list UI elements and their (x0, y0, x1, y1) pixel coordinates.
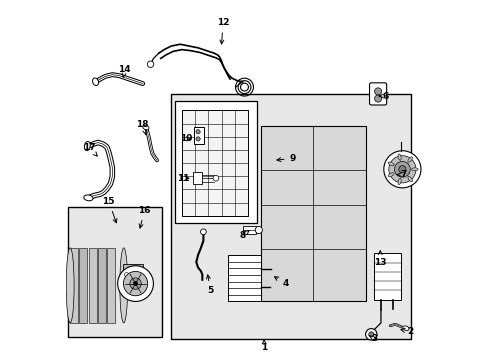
Bar (80, 248, 87, 323)
Text: 1: 1 (261, 340, 267, 352)
Bar (194, 127, 204, 144)
Circle shape (133, 282, 138, 286)
Text: 14: 14 (118, 65, 131, 77)
Text: 17: 17 (82, 143, 97, 156)
Text: 4: 4 (274, 277, 288, 288)
Bar (70, 248, 78, 323)
Circle shape (147, 61, 153, 67)
Circle shape (213, 175, 218, 181)
Bar (182, 111, 247, 216)
Circle shape (368, 332, 373, 337)
Text: 9: 9 (276, 154, 295, 163)
Text: 2: 2 (400, 327, 413, 336)
Ellipse shape (411, 168, 417, 171)
Circle shape (255, 226, 262, 234)
Bar (88, 248, 97, 323)
Ellipse shape (407, 176, 412, 182)
Bar (192, 172, 202, 184)
Bar (260, 126, 365, 301)
Circle shape (124, 283, 128, 288)
Circle shape (383, 151, 420, 188)
Text: 8: 8 (239, 231, 248, 240)
Circle shape (196, 137, 200, 141)
Ellipse shape (66, 248, 74, 323)
Ellipse shape (120, 248, 127, 323)
Ellipse shape (142, 125, 149, 130)
Bar (67, 207, 162, 337)
Ellipse shape (387, 173, 393, 177)
Text: 3: 3 (368, 334, 377, 343)
Ellipse shape (84, 141, 90, 151)
Ellipse shape (397, 178, 400, 185)
Bar (98, 248, 106, 323)
Text: 5: 5 (206, 275, 213, 295)
Circle shape (365, 329, 376, 340)
Ellipse shape (402, 326, 408, 330)
Bar (243, 226, 256, 234)
FancyBboxPatch shape (369, 83, 386, 105)
Text: 16: 16 (138, 206, 150, 228)
Text: 10: 10 (180, 134, 192, 143)
Circle shape (130, 278, 141, 289)
Circle shape (374, 88, 381, 95)
Bar (123, 264, 142, 294)
Ellipse shape (83, 195, 93, 201)
Circle shape (196, 130, 200, 134)
Bar (175, 102, 257, 223)
Ellipse shape (92, 78, 99, 86)
Bar (107, 248, 115, 323)
Circle shape (123, 271, 147, 296)
Text: 11: 11 (177, 174, 190, 183)
Ellipse shape (387, 162, 393, 166)
Text: 15: 15 (102, 197, 117, 223)
Text: 6: 6 (379, 91, 388, 100)
Circle shape (374, 95, 381, 102)
Bar (373, 253, 400, 300)
Bar (228, 255, 260, 301)
Text: 7: 7 (396, 170, 406, 179)
Bar (171, 94, 410, 339)
Ellipse shape (407, 157, 412, 162)
Text: 18: 18 (136, 120, 149, 135)
Ellipse shape (397, 154, 400, 160)
Text: 12: 12 (216, 18, 229, 44)
Circle shape (388, 156, 415, 183)
Circle shape (398, 166, 405, 173)
Circle shape (200, 229, 206, 235)
Circle shape (124, 273, 128, 277)
Circle shape (118, 266, 153, 301)
Text: 13: 13 (373, 251, 386, 267)
Circle shape (394, 161, 409, 177)
